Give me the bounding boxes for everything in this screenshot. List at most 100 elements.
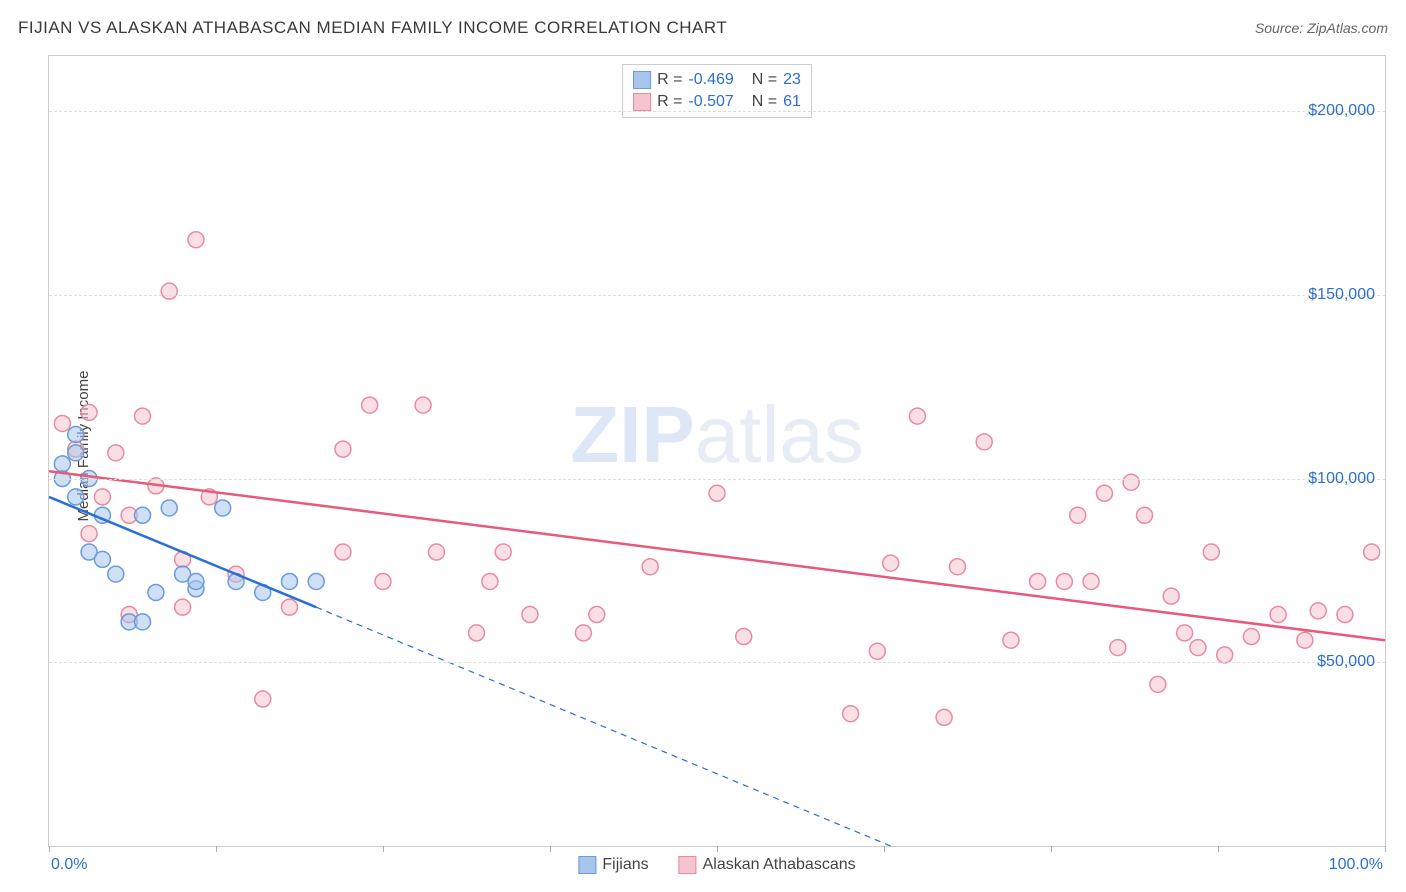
legend-item: Alaskan Athabascans bbox=[679, 856, 856, 874]
stat-n-value: 61 bbox=[783, 93, 801, 111]
data-point bbox=[1177, 625, 1193, 641]
x-tick bbox=[1051, 846, 1052, 852]
x-tick bbox=[216, 846, 217, 852]
x-tick bbox=[49, 846, 50, 852]
data-point bbox=[1003, 632, 1019, 648]
data-point bbox=[1337, 607, 1353, 623]
data-point bbox=[909, 408, 925, 424]
data-point bbox=[936, 709, 952, 725]
data-point bbox=[161, 283, 177, 299]
data-point bbox=[335, 544, 351, 560]
stats-legend-box: R = -0.469 N = 23 R = -0.507N = 61 bbox=[622, 64, 812, 118]
stat-n-label: N = bbox=[752, 71, 777, 89]
data-point bbox=[1203, 544, 1219, 560]
data-point bbox=[375, 573, 391, 589]
data-point bbox=[54, 456, 70, 472]
data-point bbox=[1083, 573, 1099, 589]
data-point bbox=[135, 507, 151, 523]
data-point bbox=[188, 573, 204, 589]
data-point bbox=[308, 573, 324, 589]
data-point bbox=[68, 445, 84, 461]
y-tick-label: $50,000 bbox=[1317, 653, 1375, 671]
data-point bbox=[1123, 474, 1139, 490]
data-point bbox=[843, 706, 859, 722]
data-point bbox=[255, 691, 271, 707]
data-point bbox=[495, 544, 511, 560]
data-point bbox=[1217, 647, 1233, 663]
data-point bbox=[1364, 544, 1380, 560]
data-point bbox=[949, 559, 965, 575]
data-point bbox=[883, 555, 899, 571]
data-point bbox=[68, 426, 84, 442]
data-point bbox=[94, 489, 110, 505]
data-point bbox=[68, 489, 84, 505]
data-point bbox=[869, 643, 885, 659]
data-point bbox=[362, 397, 378, 413]
x-tick bbox=[1218, 846, 1219, 852]
data-point bbox=[1137, 507, 1153, 523]
data-point bbox=[1110, 640, 1126, 656]
data-point bbox=[428, 544, 444, 560]
x-axis-max-label: 100.0% bbox=[1329, 856, 1383, 874]
data-point bbox=[1030, 573, 1046, 589]
scatter-svg bbox=[49, 56, 1385, 846]
data-point bbox=[148, 584, 164, 600]
data-point bbox=[108, 566, 124, 582]
data-point bbox=[215, 500, 231, 516]
data-point bbox=[135, 408, 151, 424]
data-point bbox=[188, 232, 204, 248]
data-point bbox=[415, 397, 431, 413]
x-tick bbox=[383, 846, 384, 852]
gridline bbox=[49, 662, 1385, 663]
y-tick-label: $200,000 bbox=[1308, 102, 1375, 120]
data-point bbox=[1150, 676, 1166, 692]
legend-swatch bbox=[578, 856, 596, 874]
data-point bbox=[1297, 632, 1313, 648]
gridline bbox=[49, 479, 1385, 480]
data-point bbox=[281, 599, 297, 615]
legend-label: Alaskan Athabascans bbox=[703, 856, 856, 874]
x-tick bbox=[550, 846, 551, 852]
data-point bbox=[1163, 588, 1179, 604]
data-point bbox=[736, 629, 752, 645]
data-point bbox=[522, 607, 538, 623]
stat-n-value: 23 bbox=[783, 71, 801, 89]
gridline bbox=[49, 111, 1385, 112]
data-point bbox=[281, 573, 297, 589]
series-legend: Fijians Alaskan Athabascans bbox=[578, 856, 855, 874]
legend-label: Fijians bbox=[602, 856, 648, 874]
legend-swatch bbox=[633, 71, 651, 89]
data-point bbox=[642, 559, 658, 575]
stat-n-label: N = bbox=[752, 93, 777, 111]
data-point bbox=[1310, 603, 1326, 619]
data-point bbox=[135, 614, 151, 630]
x-tick bbox=[884, 846, 885, 852]
y-tick-label: $100,000 bbox=[1308, 470, 1375, 488]
x-axis-min-label: 0.0% bbox=[51, 856, 87, 874]
regression-line-dashed bbox=[316, 607, 890, 846]
data-point bbox=[108, 445, 124, 461]
legend-swatch bbox=[679, 856, 697, 874]
legend-swatch bbox=[633, 93, 651, 111]
data-point bbox=[976, 434, 992, 450]
chart-title: FIJIAN VS ALASKAN ATHABASCAN MEDIAN FAMI… bbox=[18, 18, 727, 38]
data-point bbox=[469, 625, 485, 641]
stat-r-value: -0.469 bbox=[688, 71, 733, 89]
stat-r-label: R = bbox=[657, 93, 682, 111]
data-point bbox=[54, 415, 70, 431]
gridline bbox=[49, 295, 1385, 296]
data-point bbox=[589, 607, 605, 623]
stats-legend-row: R = -0.507N = 61 bbox=[633, 91, 801, 113]
legend-item: Fijians bbox=[578, 856, 648, 874]
data-point bbox=[175, 599, 191, 615]
stats-legend-row: R = -0.469 N = 23 bbox=[633, 69, 801, 91]
data-point bbox=[1056, 573, 1072, 589]
data-point bbox=[575, 625, 591, 641]
data-point bbox=[161, 500, 177, 516]
data-point bbox=[482, 573, 498, 589]
data-point bbox=[1096, 485, 1112, 501]
data-point bbox=[709, 485, 725, 501]
chart-plot-area: ZIPatlas R = -0.469N = 23R = -0.507N = 6… bbox=[48, 55, 1386, 847]
x-tick bbox=[717, 846, 718, 852]
stat-r-label: R = bbox=[657, 71, 682, 89]
